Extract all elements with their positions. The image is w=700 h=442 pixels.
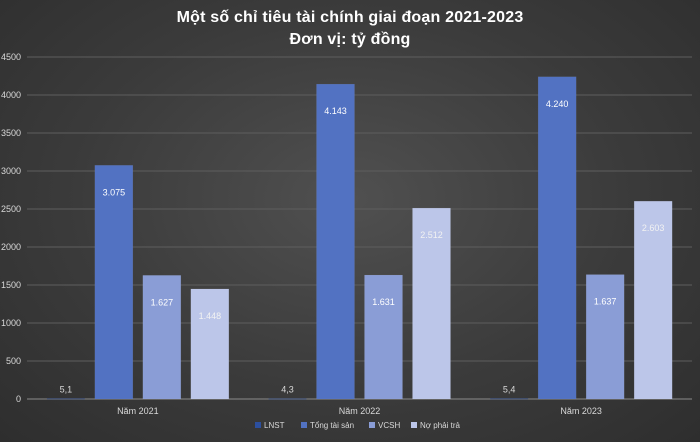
x-tick-label: Năm 2023 — [560, 406, 602, 416]
data-label: 2.512 — [420, 230, 443, 240]
bar — [633, 200, 673, 400]
legend-label: VCSH — [378, 421, 400, 430]
data-label: 5,1 — [60, 385, 73, 395]
bar — [142, 275, 182, 400]
data-label: 4,3 — [281, 385, 294, 395]
chart-title: Một số chỉ tiêu tài chính giai đoạn 2021… — [176, 9, 524, 26]
bar — [412, 207, 451, 400]
y-tick-label: 1500 — [1, 280, 21, 290]
y-tick-label: 1000 — [1, 318, 21, 328]
legend-label: Tổng tài sản — [310, 421, 354, 430]
y-tick-label: 4000 — [1, 90, 21, 100]
legend-label: LNST — [264, 421, 285, 430]
bar — [537, 76, 577, 400]
data-label: 1.627 — [151, 297, 174, 307]
legend-swatch — [255, 422, 261, 428]
legend-swatch — [369, 422, 375, 428]
bar — [316, 83, 355, 400]
bar — [489, 398, 529, 400]
y-tick-label: 2000 — [1, 242, 21, 252]
legend-swatch — [301, 422, 307, 428]
y-tick-label: 500 — [6, 356, 21, 366]
data-label: 4.240 — [546, 99, 569, 109]
y-tick-label: 3500 — [1, 128, 21, 138]
data-label: 1.631 — [372, 297, 395, 307]
y-tick-label: 4500 — [1, 52, 21, 62]
y-tick-label: 2500 — [1, 204, 21, 214]
bar — [364, 274, 403, 400]
y-tick-label: 0 — [16, 394, 21, 404]
data-label: 4.143 — [324, 106, 347, 116]
x-tick-label: Năm 2021 — [117, 406, 159, 416]
legend-label: Nợ phải trả — [420, 421, 460, 430]
data-label: 3.075 — [103, 187, 126, 197]
y-tick-label: 3000 — [1, 166, 21, 176]
bar — [46, 398, 86, 400]
data-label: 1.448 — [199, 311, 222, 321]
bar — [585, 274, 625, 400]
data-label: 1.637 — [594, 297, 617, 307]
bar — [94, 165, 134, 400]
legend-swatch — [411, 422, 417, 428]
data-label: 2.603 — [642, 223, 665, 233]
bar — [268, 398, 307, 400]
x-tick-label: Năm 2022 — [339, 406, 381, 416]
chart-subtitle: Đơn vị: tỷ đồng — [289, 31, 411, 48]
bar — [190, 288, 230, 400]
data-label: 5,4 — [503, 385, 516, 395]
